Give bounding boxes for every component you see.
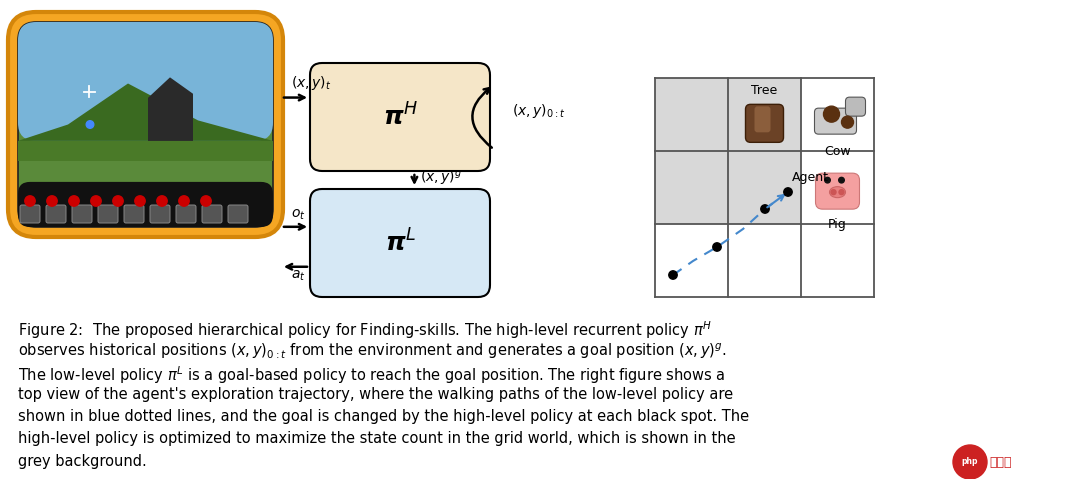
Text: Figure 2:  The proposed hierarchical policy for Finding-skills. The high-level r: Figure 2: The proposed hierarchical poli… xyxy=(18,319,712,341)
Circle shape xyxy=(784,188,793,196)
FancyBboxPatch shape xyxy=(815,173,860,209)
Text: top view of the agent's exploration trajectory, where the walking paths of the l: top view of the agent's exploration traj… xyxy=(18,387,733,401)
FancyBboxPatch shape xyxy=(18,182,273,227)
FancyBboxPatch shape xyxy=(202,205,222,223)
Circle shape xyxy=(839,177,845,183)
Circle shape xyxy=(157,196,167,206)
Bar xyxy=(654,78,874,297)
Text: $a_t$: $a_t$ xyxy=(291,268,306,283)
Circle shape xyxy=(669,271,677,279)
Circle shape xyxy=(713,243,721,251)
Circle shape xyxy=(953,445,987,479)
FancyBboxPatch shape xyxy=(98,205,118,223)
Text: $(x, y)_{0:t}$: $(x, y)_{0:t}$ xyxy=(512,102,566,120)
Text: $\boldsymbol{\pi}^L$: $\boldsymbol{\pi}^L$ xyxy=(384,229,416,257)
Text: $o_t$: $o_t$ xyxy=(291,207,306,222)
FancyBboxPatch shape xyxy=(150,205,170,223)
Bar xyxy=(654,151,728,224)
FancyBboxPatch shape xyxy=(176,205,195,223)
Circle shape xyxy=(824,106,839,122)
Text: shown in blue dotted lines, and the goal is changed by the high-level policy at : shown in blue dotted lines, and the goal… xyxy=(18,409,750,424)
FancyBboxPatch shape xyxy=(228,205,248,223)
Text: $(x, y)_t$: $(x, y)_t$ xyxy=(291,74,332,91)
FancyBboxPatch shape xyxy=(21,205,40,223)
Text: Pig: Pig xyxy=(828,218,847,231)
Circle shape xyxy=(69,196,79,206)
Circle shape xyxy=(46,196,57,206)
FancyBboxPatch shape xyxy=(755,106,770,132)
Circle shape xyxy=(760,205,769,213)
Text: observes historical positions $(x, y)_{0:t}$ from the environment and generates : observes historical positions $(x, y)_{0… xyxy=(18,342,727,361)
FancyBboxPatch shape xyxy=(124,205,144,223)
Text: Agent: Agent xyxy=(792,171,829,184)
Bar xyxy=(654,78,728,151)
Circle shape xyxy=(112,196,123,206)
Circle shape xyxy=(825,177,831,183)
Polygon shape xyxy=(148,77,193,141)
Polygon shape xyxy=(18,83,273,141)
Text: grey background.: grey background. xyxy=(18,454,147,469)
Circle shape xyxy=(86,121,94,128)
Circle shape xyxy=(179,196,189,206)
Circle shape xyxy=(841,116,853,128)
Polygon shape xyxy=(18,141,273,161)
Circle shape xyxy=(831,190,836,194)
FancyBboxPatch shape xyxy=(310,189,490,297)
Text: Tree: Tree xyxy=(752,84,778,97)
Circle shape xyxy=(91,196,102,206)
FancyBboxPatch shape xyxy=(310,63,490,171)
FancyBboxPatch shape xyxy=(846,97,865,116)
Circle shape xyxy=(839,190,843,194)
FancyBboxPatch shape xyxy=(18,22,273,227)
FancyBboxPatch shape xyxy=(814,108,856,134)
Circle shape xyxy=(201,196,212,206)
Bar xyxy=(728,78,801,151)
Text: The low-level policy $\pi^L$ is a goal-based policy to reach the goal position. : The low-level policy $\pi^L$ is a goal-b… xyxy=(18,364,726,386)
Text: Environment: Environment xyxy=(16,0,136,4)
FancyBboxPatch shape xyxy=(46,205,66,223)
Text: Cow: Cow xyxy=(824,145,851,158)
FancyBboxPatch shape xyxy=(8,12,283,237)
Text: $\boldsymbol{\pi}^H$: $\boldsymbol{\pi}^H$ xyxy=(382,103,417,131)
Circle shape xyxy=(25,196,36,206)
FancyBboxPatch shape xyxy=(18,22,273,141)
Text: high-level policy is optimized to maximize the state count in the grid world, wh: high-level policy is optimized to maximi… xyxy=(18,432,735,446)
Text: php: php xyxy=(962,457,978,467)
Text: $(x, y)^g$: $(x, y)^g$ xyxy=(420,169,462,187)
Text: 中文网: 中文网 xyxy=(989,456,1012,468)
Ellipse shape xyxy=(829,187,846,198)
Circle shape xyxy=(135,196,145,206)
FancyBboxPatch shape xyxy=(72,205,92,223)
Bar xyxy=(728,151,801,224)
FancyBboxPatch shape xyxy=(745,104,783,142)
